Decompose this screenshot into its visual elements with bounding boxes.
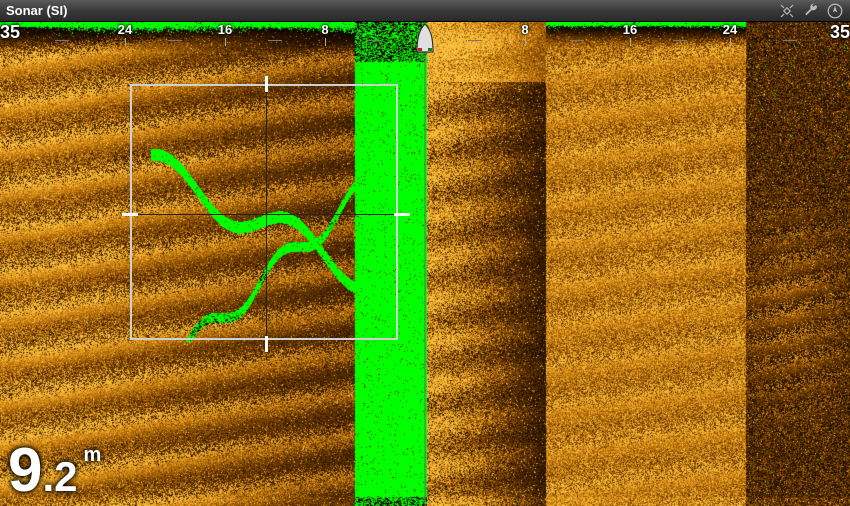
scale-left-8: 8 (321, 22, 328, 37)
titlebar-status-icons (778, 2, 844, 20)
zoom-tick (122, 213, 138, 216)
titlebar-title: Sonar (SI) (6, 3, 67, 18)
scale-dash (673, 40, 687, 41)
titlebar: Sonar (SI) (0, 0, 850, 22)
compass-icon (826, 2, 844, 20)
scale-dash (570, 40, 584, 41)
scale-dash (55, 40, 69, 41)
boat-icon (412, 22, 438, 61)
depth-unit: m (84, 444, 102, 467)
zoom-crosshair-vertical (266, 80, 267, 344)
scale-tick (525, 38, 526, 46)
scale-dash (168, 40, 182, 41)
scale-right-8: 8 (521, 22, 528, 37)
scale-dash (268, 40, 282, 41)
scale-right-24: 24 (723, 22, 737, 37)
scale-tick (630, 38, 631, 46)
scale-dash (468, 40, 482, 41)
zoom-tick (265, 76, 268, 92)
depth-reading: 9 .2 m (8, 440, 101, 502)
scale-left-max: 35 (0, 22, 20, 43)
satellite-icon (778, 2, 796, 20)
center-divider (425, 22, 426, 506)
depth-integer: 9 (8, 440, 42, 502)
scale-left-16: 16 (218, 22, 232, 37)
scale-dash (368, 40, 382, 41)
scale-right-max: 35 (830, 22, 850, 43)
zoom-tick (265, 336, 268, 352)
scale-dash (783, 40, 797, 41)
sonar-view[interactable]: 35 24 16 8 8 16 24 35 9 .2 m (0, 22, 850, 506)
zoom-crosshair-horizontal (126, 214, 402, 215)
scale-right-16: 16 (623, 22, 637, 37)
scale-left-24: 24 (118, 22, 132, 37)
zoom-selection-box[interactable] (130, 84, 398, 340)
scale-tick (325, 38, 326, 46)
scale-tick (225, 38, 226, 46)
scale-tick (730, 38, 731, 46)
scale-tick (125, 38, 126, 46)
zoom-tick (394, 213, 410, 216)
depth-decimal: .2 (42, 456, 77, 498)
wrench-icon (802, 2, 820, 20)
